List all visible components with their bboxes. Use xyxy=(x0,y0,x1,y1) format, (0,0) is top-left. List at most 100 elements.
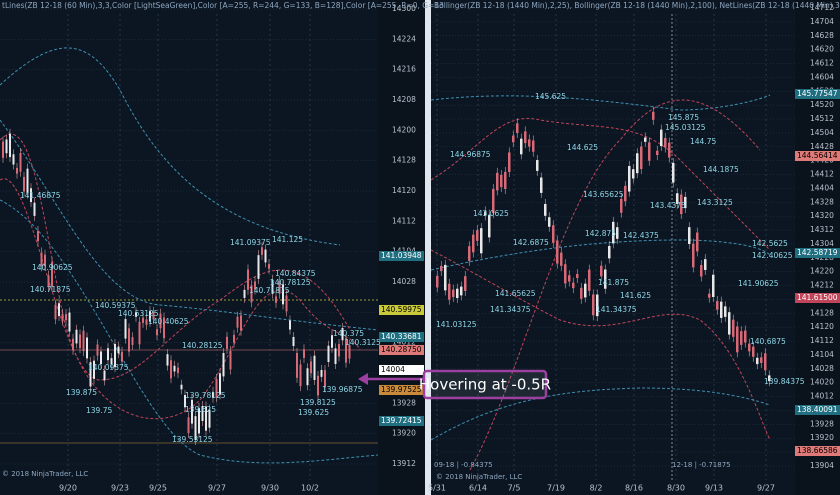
axis-label: 14712 xyxy=(810,3,834,12)
candle xyxy=(33,202,36,216)
candle xyxy=(516,123,519,133)
candle xyxy=(117,346,120,354)
candle xyxy=(640,146,643,169)
candle xyxy=(660,129,663,147)
axis-label: 14028 xyxy=(810,364,834,373)
price-marker: 139.72415 xyxy=(381,416,422,425)
candle xyxy=(23,176,25,192)
candle xyxy=(472,234,475,253)
axis-label: 14120 xyxy=(392,186,416,195)
candle xyxy=(504,171,507,189)
left-axis xyxy=(378,0,425,495)
candle xyxy=(121,351,123,362)
price-marker: 140.28750 xyxy=(381,345,422,354)
candle xyxy=(54,304,57,320)
candle xyxy=(764,353,767,371)
price-annotation: 139.53125 xyxy=(172,435,213,444)
candle xyxy=(448,283,451,300)
band-line xyxy=(0,47,341,246)
candle xyxy=(156,329,158,336)
candle xyxy=(672,162,675,183)
candle xyxy=(700,265,703,277)
price-annotation: 139.625 xyxy=(298,408,329,417)
candle xyxy=(508,152,511,172)
right-copyright: © 2018 NinjaTrader, LLC xyxy=(436,473,522,481)
candle xyxy=(145,319,148,325)
price-annotation: 139.84375 xyxy=(764,377,805,386)
candle xyxy=(468,246,471,261)
candle xyxy=(254,281,256,290)
axis-label: 14220 xyxy=(810,267,834,276)
price-annotation: 139.75 xyxy=(86,406,112,415)
callout-text: Hovering at -0.5R xyxy=(419,376,551,394)
axis-label: 14120 xyxy=(810,322,834,331)
candle xyxy=(124,319,127,339)
date-label: 9/20 xyxy=(59,484,77,493)
candle xyxy=(233,334,235,343)
candle xyxy=(648,142,651,161)
candle xyxy=(5,139,8,154)
candle xyxy=(226,336,228,349)
candle xyxy=(177,367,179,374)
band-line xyxy=(430,249,771,441)
date-label: 10/2 xyxy=(301,484,319,493)
candle xyxy=(180,384,183,390)
axis-label: 14328 xyxy=(810,197,834,206)
axis-label: 14104 xyxy=(810,350,834,359)
candle xyxy=(740,331,743,345)
candle xyxy=(44,254,46,267)
candle xyxy=(736,326,739,353)
price-marker-bg xyxy=(379,365,424,375)
candle xyxy=(652,111,655,120)
candle xyxy=(584,283,587,298)
candle xyxy=(205,406,207,431)
candle xyxy=(2,141,4,158)
candle xyxy=(135,312,137,317)
candle xyxy=(275,296,277,303)
candle xyxy=(484,211,487,216)
candle xyxy=(512,135,515,143)
candle xyxy=(324,369,326,388)
candle xyxy=(688,227,691,245)
price-marker-bg xyxy=(379,416,424,426)
axis-label: 13920 xyxy=(392,429,416,438)
candle xyxy=(668,142,671,158)
axis-label: 14200 xyxy=(392,125,416,134)
candle xyxy=(268,264,270,269)
candle xyxy=(492,189,495,214)
candle xyxy=(588,269,591,291)
contract-label: 09-18 | -0.84375 xyxy=(434,461,493,469)
candle xyxy=(107,348,109,361)
candle xyxy=(215,378,218,398)
axis-label: 13928 xyxy=(810,419,834,428)
candle xyxy=(240,315,242,331)
candle xyxy=(37,230,39,242)
candle xyxy=(644,137,647,142)
candle xyxy=(75,329,78,344)
date-label: 9/30 xyxy=(261,484,279,493)
date-label: 6/14 xyxy=(469,484,487,493)
candle xyxy=(191,399,193,424)
price-annotation: 139.625 xyxy=(185,405,216,414)
price-annotation: 140.40625 xyxy=(148,317,189,326)
band-line xyxy=(430,118,771,251)
candle xyxy=(212,391,214,398)
candle xyxy=(89,362,92,387)
candle xyxy=(208,409,211,428)
price-annotation: 141.46875 xyxy=(20,191,61,200)
candle xyxy=(149,311,151,322)
candle xyxy=(744,330,747,343)
candle xyxy=(676,193,679,204)
candle xyxy=(247,269,249,290)
axis-label: 14128 xyxy=(392,156,416,165)
price-marker: 138.40091 xyxy=(797,405,838,414)
candle xyxy=(488,214,491,238)
axis-label: 14604 xyxy=(810,72,834,81)
candle xyxy=(664,137,667,148)
axis-label: 14300 xyxy=(392,4,416,13)
price-marker-bg xyxy=(379,251,424,261)
axis-label: 14212 xyxy=(810,281,834,290)
price-marker: 144.56414 xyxy=(797,151,838,160)
axis-label: 14112 xyxy=(392,216,416,225)
candle xyxy=(250,285,253,303)
